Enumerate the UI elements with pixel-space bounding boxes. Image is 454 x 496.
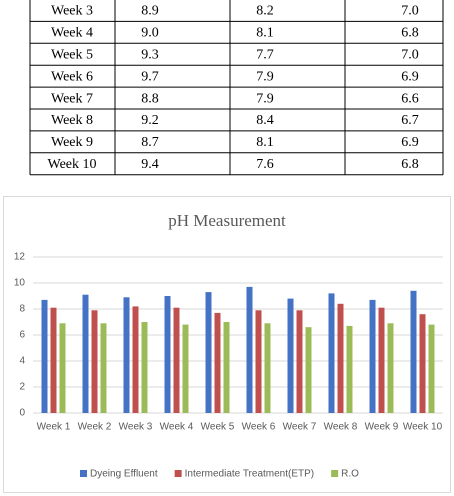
table-cell: 9.0: [141, 26, 159, 41]
bar: [264, 323, 271, 413]
table-cell: Week 9: [51, 135, 93, 150]
bar: [59, 323, 66, 413]
bar: [182, 324, 189, 413]
bar: [346, 325, 353, 413]
table-cell: 7.7: [256, 47, 274, 62]
bar: [378, 307, 385, 413]
bar: [100, 323, 107, 413]
bar: [328, 293, 335, 413]
legend-label: Intermediate Treatment(ETP): [185, 469, 315, 480]
bar: [255, 310, 262, 413]
table-cell: Week 7: [51, 91, 93, 106]
bar: [164, 296, 171, 413]
bar: [337, 303, 344, 413]
chart-title: pH Measurement: [168, 211, 286, 230]
table-cell: Week 4: [51, 26, 93, 41]
legend-label: R.O: [341, 469, 359, 480]
table-cell: 6.9: [401, 69, 419, 84]
table-cell: 9.7: [141, 69, 159, 84]
table-cell: 8.2: [256, 4, 274, 19]
table-cell: 9.3: [141, 47, 159, 62]
table-cell: 7.6: [256, 157, 274, 172]
x-tick-label: Week 1: [37, 422, 71, 433]
x-tick-label: Week 6: [242, 422, 276, 433]
bar: [296, 310, 303, 413]
table-cell: 6.6: [401, 91, 419, 106]
bar: [428, 324, 435, 413]
table-cell: 8.1: [256, 26, 274, 41]
x-tick-label: Week 8: [324, 422, 358, 433]
bar: [123, 297, 130, 413]
x-tick-label: Week 7: [283, 422, 317, 433]
bar: [205, 292, 212, 413]
x-tick-label: Week 3: [119, 422, 153, 433]
y-tick-label: 10: [14, 278, 26, 289]
y-tick-label: 8: [19, 304, 25, 315]
x-tick-label: Week 10: [403, 422, 443, 433]
bar: [214, 312, 221, 413]
bar: [305, 327, 312, 413]
x-tick-label: Week 2: [78, 422, 112, 433]
table-cell: 7.0: [401, 4, 419, 19]
table-cell: 6.8: [401, 26, 419, 41]
bar: [41, 299, 48, 413]
y-tick-label: 0: [19, 408, 25, 419]
legend-swatch: [331, 470, 339, 477]
y-tick-label: 6: [19, 330, 25, 341]
x-tick-label: Week 4: [160, 422, 194, 433]
bar: [141, 322, 148, 413]
legend-swatch: [80, 470, 87, 477]
legend-swatch: [174, 470, 182, 477]
table-cell: 6.8: [401, 157, 419, 172]
table-cell: Week 5: [51, 47, 93, 62]
table-cell: 9.4: [141, 157, 159, 172]
bar: [223, 322, 230, 413]
y-tick-label: 4: [19, 356, 25, 367]
table-cell: 8.9: [141, 4, 159, 19]
table-cell: Week 6: [51, 69, 93, 84]
bar: [50, 307, 57, 413]
table-cell: 8.1: [256, 135, 274, 150]
table-cell: Week 8: [51, 113, 93, 128]
bar: [419, 314, 426, 413]
y-tick-label: 2: [19, 382, 25, 393]
bar: [387, 323, 394, 413]
bar: [91, 310, 98, 413]
x-tick-label: Week 9: [365, 422, 399, 433]
bar: [410, 290, 417, 413]
bar: [246, 286, 253, 413]
table-cell: 9.2: [141, 113, 159, 128]
bar: [287, 298, 294, 413]
bar: [173, 307, 180, 413]
table-cell: Week 3: [51, 4, 93, 19]
table-cell: 6.7: [401, 113, 419, 128]
table-cell: 7.9: [256, 91, 274, 106]
table-cell: 7.0: [401, 47, 419, 62]
bar: [369, 299, 376, 413]
y-tick-label: 12: [14, 252, 26, 263]
table-cell: 8.7: [141, 135, 159, 150]
x-tick-label: Week 5: [201, 422, 235, 433]
table-cell: Week 10: [47, 157, 96, 172]
table-cell: 8.4: [256, 113, 274, 128]
bar: [132, 306, 139, 413]
table-cell: 7.9: [256, 69, 274, 84]
bar: [82, 294, 89, 413]
table-cell: 6.9: [401, 135, 419, 150]
table-cell: 8.8: [141, 91, 159, 106]
legend-label: Dyeing Effluent: [90, 469, 158, 480]
